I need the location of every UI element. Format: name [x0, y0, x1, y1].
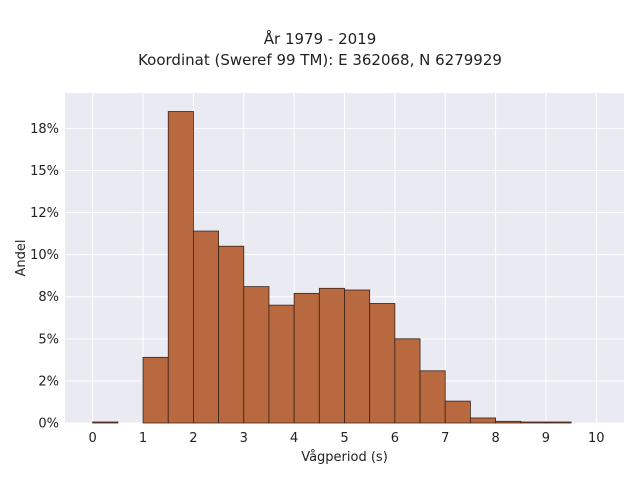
chart-title-line-2: Koordinat (Sweref 99 TM): E 362068, N 62…: [138, 51, 502, 69]
x-tick-label: 8: [491, 431, 499, 446]
y-tick-label: 10%: [30, 248, 59, 263]
x-tick-label: 3: [240, 431, 248, 446]
y-tick-label: 5%: [38, 332, 59, 347]
histogram-bar: [193, 230, 219, 424]
x-tick-label: 7: [441, 431, 449, 446]
histogram-bar: [218, 245, 245, 424]
histogram-bar: [167, 111, 194, 424]
histogram-bar: [92, 421, 119, 424]
x-tick-label: 0: [89, 431, 97, 446]
x-tick-label: 6: [391, 431, 399, 446]
y-tick-label: 8%: [38, 290, 59, 305]
histogram-bar: [142, 356, 169, 424]
histogram-bar: [369, 303, 396, 424]
x-tick-label: 5: [340, 431, 348, 446]
x-tick-label: 1: [139, 431, 147, 446]
y-tick-label: 12%: [30, 206, 59, 221]
histogram-bar: [444, 400, 471, 424]
histogram-bar: [520, 421, 547, 424]
y-tick-label: 15%: [30, 164, 59, 179]
x-axis-label: Vågperiod (s): [301, 450, 388, 465]
histogram-bar: [318, 287, 345, 424]
x-tick-label: 2: [189, 431, 197, 446]
x-axis-ticks: 0 1 2 3 4 5 6 7 8 9 10: [89, 431, 605, 446]
histogram-bar: [495, 420, 522, 424]
bars: [92, 111, 572, 424]
histogram-bar: [419, 370, 446, 424]
y-tick-label: 2%: [38, 374, 59, 389]
histogram-bar: [545, 421, 572, 424]
histogram-bar: [394, 338, 421, 424]
x-tick-label: 4: [290, 431, 298, 446]
y-axis-label: Andel: [14, 240, 29, 277]
y-tick-label: 18%: [30, 122, 59, 137]
histogram-bar: [293, 292, 320, 424]
chart-title-line-1: År 1979 - 2019: [263, 30, 377, 48]
x-tick-label: 9: [542, 431, 550, 446]
histogram-bar: [268, 304, 295, 424]
histogram-bar: [243, 286, 270, 424]
histogram-bar: [344, 289, 371, 424]
x-tick-label: 10: [588, 431, 605, 446]
y-axis-ticks: 0% 2% 5% 8% 10% 12% 15% 18%: [30, 122, 59, 432]
histogram-bar: [470, 417, 496, 424]
y-tick-label: 0%: [38, 417, 59, 432]
